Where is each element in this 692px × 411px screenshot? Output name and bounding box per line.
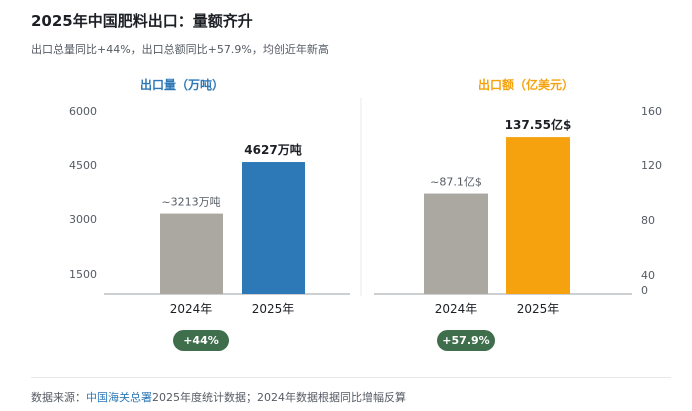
value-chart: 出口额（亿美元） 0 40 80 120 160 ~87.1亿$ 137.55亿… xyxy=(374,77,662,316)
value-data-label-2025: 137.55亿$ xyxy=(505,117,572,132)
value-bar-2024 xyxy=(424,193,488,294)
value-x-label-2024: 2024年 xyxy=(435,302,478,316)
volume-y-tick: 3000 xyxy=(69,213,97,226)
page-title: 2025年中国肥料出口：量额齐升 xyxy=(31,12,253,30)
volume-x-label-2025: 2025年 xyxy=(252,302,295,316)
volume-y-tick: 6000 xyxy=(69,105,97,118)
volume-y-tick: 1500 xyxy=(69,268,97,281)
volume-x-label-2024: 2024年 xyxy=(170,302,213,316)
page-subtitle: 出口总量同比+44%，出口总额同比+57.9%，均创近年新高 xyxy=(31,43,329,56)
volume-growth-badge: +44% xyxy=(173,330,229,351)
value-growth-badge: +57.9% xyxy=(437,330,495,351)
value-data-label-2024: ~87.1亿$ xyxy=(430,176,482,189)
source-link[interactable]: 中国海关总署 xyxy=(86,391,152,404)
volume-bar-2025 xyxy=(242,162,305,294)
footer-prefix: 数据来源： xyxy=(31,391,86,404)
value-y-tick: 0 xyxy=(641,284,648,297)
value-y-tick: 120 xyxy=(641,159,662,172)
value-y-tick: 80 xyxy=(641,214,655,227)
value-y-tick: 40 xyxy=(641,269,655,282)
volume-bar-2024 xyxy=(160,213,223,294)
volume-chart: 出口量（万吨） 1500 3000 4500 6000 ~3213万吨 4627… xyxy=(69,77,350,316)
volume-data-label-2024: ~3213万吨 xyxy=(161,196,220,209)
footer-divider xyxy=(31,377,671,378)
volume-y-tick: 4500 xyxy=(69,159,97,172)
volume-chart-title: 出口量（万吨） xyxy=(140,77,224,92)
footer-suffix: 2025年度统计数据；2024年数据根据同比增幅反算 xyxy=(152,391,406,404)
value-y-tick: 160 xyxy=(641,105,662,118)
footer-source: 数据来源：中国海关总署2025年度统计数据；2024年数据根据同比增幅反算 xyxy=(31,389,406,405)
value-x-label-2025: 2025年 xyxy=(517,302,560,316)
volume-data-label-2025: 4627万吨 xyxy=(244,142,301,157)
value-chart-title: 出口额（亿美元） xyxy=(478,77,574,92)
value-bar-2025 xyxy=(506,137,570,294)
